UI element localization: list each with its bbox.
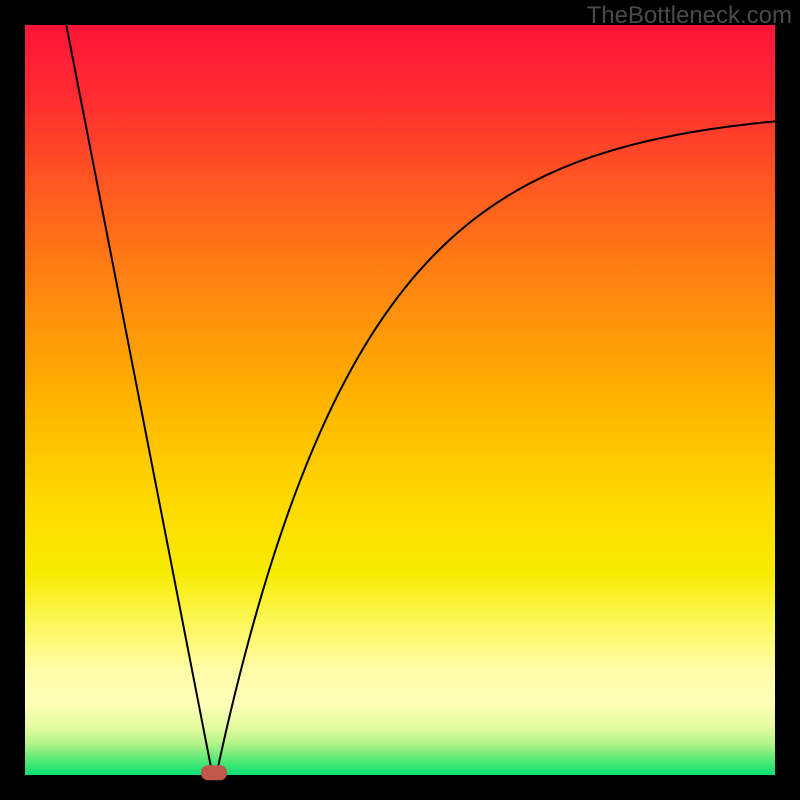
minimum-marker — [201, 765, 227, 780]
bottleneck-chart — [0, 0, 800, 800]
watermark-text: TheBottleneck.com — [587, 2, 792, 30]
chart-container: TheBottleneck.com — [0, 0, 800, 800]
